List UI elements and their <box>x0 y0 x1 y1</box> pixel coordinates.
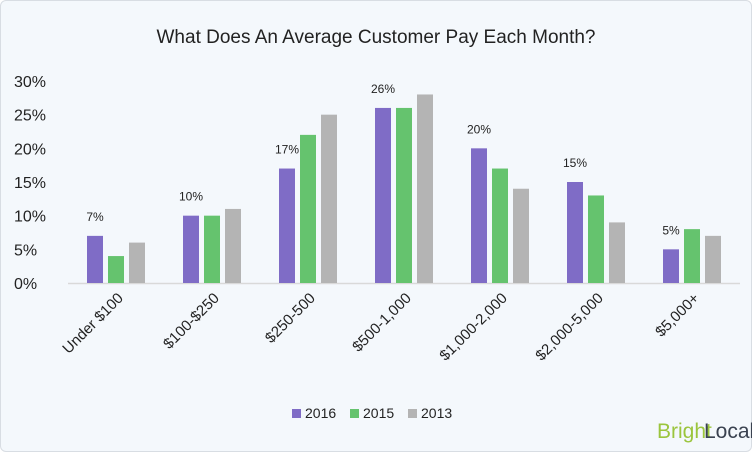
x-tick-label: $5,000+ <box>652 290 703 341</box>
bar-2013 <box>609 222 625 283</box>
bar-2016 <box>567 182 583 283</box>
legend-swatch <box>292 409 301 418</box>
bar-2016 <box>663 249 679 283</box>
bar-2013 <box>321 114 337 284</box>
data-label: 5% <box>662 223 680 237</box>
data-label: 20% <box>467 122 491 136</box>
bar-2016 <box>279 168 295 283</box>
y-tick-label: 20% <box>14 141 46 158</box>
bar-2013 <box>417 94 433 283</box>
bar-2015 <box>300 134 316 283</box>
x-tick-label: Under $100 <box>59 290 126 357</box>
x-tick-label: $1,000-2,000 <box>436 290 511 365</box>
x-tick-label: $2,000-5,000 <box>532 290 607 365</box>
logo-bright: Bright <box>657 420 712 443</box>
x-tick-label: $500-1,000 <box>349 290 415 356</box>
bar-2016 <box>471 148 487 283</box>
data-label: 17% <box>275 143 299 157</box>
legend-swatch <box>408 409 417 418</box>
legend-label: 2015 <box>363 405 394 421</box>
y-tick-label: 10% <box>14 209 46 226</box>
bar-2015 <box>588 195 604 283</box>
logo-local: Local <box>704 420 752 443</box>
bar-2013 <box>129 242 145 283</box>
data-label: 10% <box>179 190 203 204</box>
bar-2013 <box>513 188 529 283</box>
bar-2015 <box>492 168 508 283</box>
y-tick-label: 15% <box>14 175 46 192</box>
bar-2013 <box>225 208 241 283</box>
bar-2016 <box>183 215 199 283</box>
data-label: 26% <box>371 82 395 96</box>
bar-2015 <box>108 256 124 283</box>
bar-2015 <box>204 215 220 283</box>
x-tick-label: $100-$250 <box>160 290 223 353</box>
brightlocal-logo: Bright Local <box>657 420 752 443</box>
bar-2015 <box>684 229 700 283</box>
y-tick-label: 0% <box>14 276 37 293</box>
legend-item-2015: 2015 <box>350 405 394 421</box>
legend-swatch <box>350 409 359 418</box>
x-tick-label: $250-500 <box>262 290 319 347</box>
y-tick-label: 25% <box>14 108 46 125</box>
bar-2013 <box>705 235 721 283</box>
data-label: 15% <box>563 156 587 170</box>
y-tick-label: 30% <box>14 74 46 91</box>
legend-item-2013: 2013 <box>408 405 452 421</box>
legend-label: 2013 <box>421 405 452 421</box>
bar-2016 <box>87 235 103 283</box>
data-label: 7% <box>86 210 104 224</box>
legend-item-2016: 2016 <box>292 405 336 421</box>
bar-2016 <box>375 107 391 283</box>
chart-title: What Does An Average Customer Pay Each M… <box>157 27 596 48</box>
bar-2015 <box>396 107 412 283</box>
y-tick-label: 5% <box>14 242 37 259</box>
legend-label: 2016 <box>305 405 336 421</box>
